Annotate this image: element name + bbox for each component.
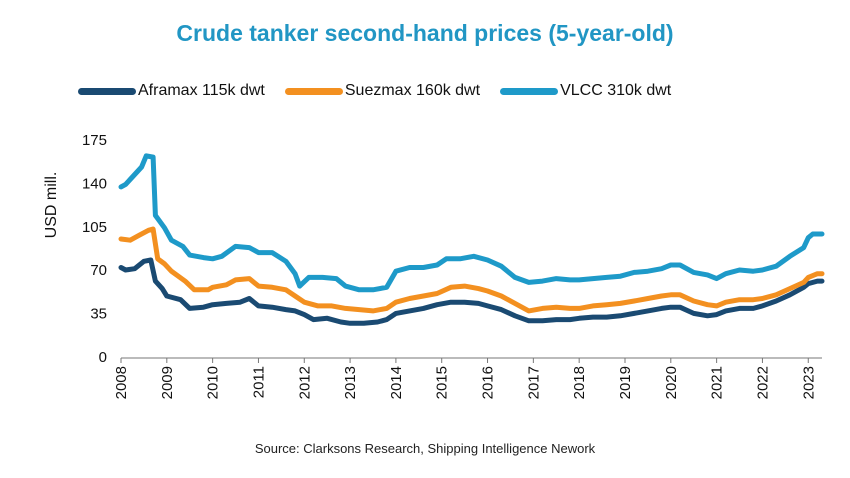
- x-tick-label: 2010: [205, 366, 222, 399]
- x-tick-label: 2020: [663, 366, 680, 399]
- y-tick-label: 140: [82, 175, 107, 192]
- legend-label-aframax: Aframax 115k dwt: [138, 82, 265, 99]
- series-line-aframax: [118, 257, 825, 326]
- legend-item-aframax: Aframax 115k dwt: [78, 82, 265, 100]
- x-tick-label: 2014: [388, 366, 405, 399]
- x-tick-label: 2023: [800, 366, 817, 399]
- x-tick-label: 2019: [617, 366, 634, 399]
- legend: Aframax 115k dwt Suezmax 160k dwt VLCC 3…: [78, 82, 691, 100]
- x-tick-label: 2008: [113, 366, 130, 399]
- x-tick-label: 2013: [342, 366, 359, 399]
- x-tick-label: 2017: [525, 366, 542, 399]
- x-tick-label: 2022: [754, 366, 771, 399]
- x-tick-label: 2021: [709, 366, 726, 399]
- legend-swatch-suezmax: [284, 87, 343, 95]
- legend-item-vlcc: VLCC 310k dwt: [500, 82, 671, 100]
- legend-item-suezmax: Suezmax 160k dwt: [284, 82, 481, 100]
- x-tick-label: 2011: [250, 366, 267, 398]
- series-line-vlcc: [118, 153, 825, 293]
- x-tick-label: 2012: [296, 366, 313, 399]
- source-note: Source: Clarksons Research, Shipping Int…: [254, 441, 596, 456]
- x-tick-label: 2018: [571, 366, 588, 399]
- y-axis-title: USD mill.: [43, 172, 60, 239]
- chart-title: Crude tanker second-hand prices (5-year-…: [176, 20, 674, 46]
- legend-label-vlcc: VLCC 310k dwt: [560, 82, 672, 99]
- y-tick-label: 0: [99, 349, 107, 366]
- y-tick-label: 105: [82, 219, 107, 236]
- legend-label-suezmax: Suezmax 160k dwt: [344, 82, 481, 99]
- y-tick-label: 175: [82, 132, 107, 149]
- x-tick-label: 2009: [159, 366, 176, 399]
- legend-swatch-vlcc: [500, 87, 559, 95]
- y-tick-label: 35: [90, 306, 107, 323]
- y-tick-label: 70: [90, 262, 107, 279]
- x-tick-label: 2015: [434, 366, 451, 399]
- x-tick-label: 2016: [480, 366, 497, 399]
- legend-swatch-aframax: [78, 87, 136, 95]
- series-line-suezmax: [118, 226, 825, 314]
